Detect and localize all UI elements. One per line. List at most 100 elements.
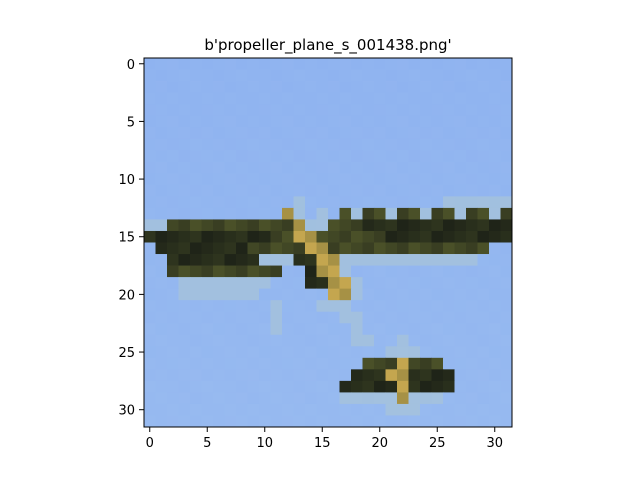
image-pixel — [397, 242, 409, 255]
image-pixel — [420, 415, 432, 428]
image-pixel — [155, 311, 168, 324]
image-pixel — [190, 161, 202, 174]
image-pixel — [328, 92, 340, 105]
image-pixel — [328, 265, 340, 278]
image-pixel — [397, 58, 409, 70]
image-pixel — [500, 69, 513, 82]
image-pixel — [500, 346, 513, 359]
image-pixel — [397, 254, 409, 266]
image-pixel — [489, 300, 501, 313]
image-pixel — [500, 150, 513, 163]
image-pixel — [362, 334, 375, 347]
image-pixel — [178, 230, 191, 243]
image-pixel — [178, 196, 191, 209]
image-pixel — [259, 346, 271, 359]
image-pixel — [466, 230, 478, 243]
image-pixel — [144, 184, 156, 197]
image-pixel — [236, 104, 248, 117]
image-pixel — [201, 300, 214, 313]
image-pixel — [155, 392, 168, 405]
image-pixel — [397, 196, 409, 209]
image-pixel — [362, 300, 375, 313]
image-pixel — [489, 92, 501, 105]
image-pixel — [328, 380, 340, 393]
image-pixel — [282, 334, 294, 347]
image-pixel — [224, 369, 237, 382]
image-pixel — [213, 323, 225, 336]
image-pixel — [201, 150, 214, 163]
image-pixel — [201, 403, 214, 416]
image-pixel — [466, 392, 478, 405]
image-pixel — [408, 81, 421, 93]
image-pixel — [316, 81, 329, 93]
image-pixel — [362, 403, 375, 416]
image-pixel — [247, 196, 260, 209]
image-pixel — [178, 300, 191, 313]
image-pixel — [339, 403, 352, 416]
image-pixel — [190, 254, 202, 266]
image-pixel — [270, 242, 283, 255]
image-pixel — [362, 207, 375, 220]
image-pixel — [167, 288, 179, 301]
image-pixel — [167, 346, 179, 359]
image-pixel — [201, 161, 214, 174]
image-pixel — [259, 265, 271, 278]
image-pixel — [144, 403, 156, 416]
image-pixel — [385, 69, 398, 82]
image-pixel — [443, 323, 455, 336]
image-pixel — [259, 69, 271, 82]
image-pixel — [247, 311, 260, 324]
image-pixel — [155, 92, 168, 105]
image-pixel — [259, 311, 271, 324]
image-pixel — [155, 300, 168, 313]
image-title: b'propeller_plane_s_001438.png' — [204, 36, 451, 55]
image-pixel — [236, 265, 248, 278]
image-pixel — [328, 81, 340, 93]
image-pixel — [385, 300, 398, 313]
image-pixel — [282, 288, 294, 301]
image-pixel — [178, 81, 191, 93]
image-pixel — [155, 81, 168, 93]
image-pixel — [431, 69, 444, 82]
image-pixel — [431, 184, 444, 197]
image-pixel — [385, 196, 398, 209]
image-pixel — [385, 138, 398, 151]
image-pixel — [305, 161, 317, 174]
image-pixel — [431, 81, 444, 93]
y-tick-label: 25 — [118, 346, 135, 361]
image-pixel — [236, 81, 248, 93]
image-pixel — [305, 300, 317, 313]
image-pixel — [201, 288, 214, 301]
image-pixel — [443, 242, 455, 255]
image-pixel — [224, 415, 237, 428]
image-pixel — [339, 58, 352, 70]
image-pixel — [374, 242, 386, 255]
image-pixel — [362, 288, 375, 301]
image-pixel — [144, 161, 156, 174]
image-pixel — [431, 265, 444, 278]
image-pixel — [454, 346, 467, 359]
image-pixel — [259, 219, 271, 232]
image-pixel — [270, 58, 283, 70]
image-pixel — [431, 277, 444, 290]
image-pixel — [259, 242, 271, 255]
image-pixel — [167, 242, 179, 255]
image-pixel — [213, 184, 225, 197]
image-pixel — [489, 104, 501, 117]
image-pixel — [155, 403, 168, 416]
image-pixel — [339, 92, 352, 105]
image-pixel — [385, 242, 398, 255]
image-pixel — [420, 127, 432, 140]
image-pixel — [236, 392, 248, 405]
image-pixel — [224, 196, 237, 209]
image-pixel — [201, 69, 214, 82]
image-pixel — [178, 184, 191, 197]
image-pixel — [328, 346, 340, 359]
image-pixel — [466, 403, 478, 416]
image-pixel — [247, 58, 260, 70]
image-pixel — [201, 207, 214, 220]
image-pixel — [477, 403, 490, 416]
image-pixel — [224, 242, 237, 255]
image-pixel — [305, 346, 317, 359]
image-pixel — [420, 207, 432, 220]
